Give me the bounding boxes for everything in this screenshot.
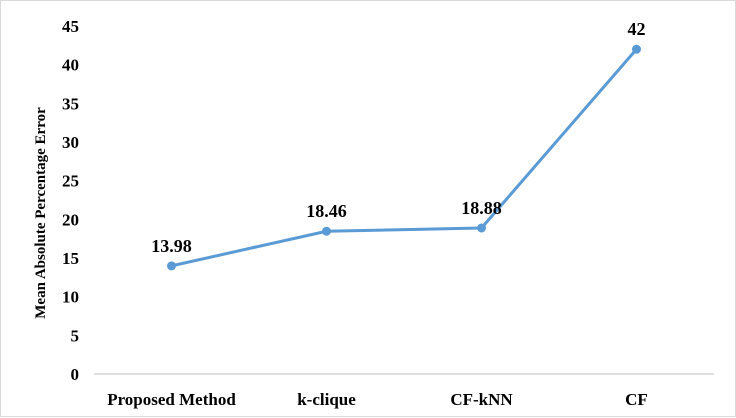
data-labels: 13.98 18.46 18.88 42 (151, 19, 645, 256)
y-tick-label: 5 (71, 326, 80, 345)
data-label: 18.88 (461, 198, 502, 218)
x-category-label: Proposed Method (107, 390, 236, 409)
data-points (167, 44, 641, 271)
x-category-label: k-clique (297, 390, 356, 409)
y-tick-label: 40 (62, 56, 79, 75)
data-label: 13.98 (151, 236, 192, 256)
x-category-label: CF (625, 390, 648, 409)
y-tick-label: 45 (62, 17, 79, 36)
y-tick-label: 15 (62, 249, 79, 268)
y-tick-label: 25 (62, 172, 79, 191)
x-axis-categories: Proposed Method k-clique CF-kNN CF (107, 390, 648, 409)
y-tick-label: 10 (62, 288, 79, 307)
y-axis-title: Mean Absolute Percentage Error (33, 107, 49, 319)
y-tick-label: 20 (62, 210, 79, 229)
data-label: 42 (628, 19, 646, 39)
data-point (632, 44, 641, 54)
y-tick-label: 30 (62, 133, 79, 152)
x-category-label: CF-kNN (450, 390, 513, 409)
data-point (322, 226, 331, 236)
data-label: 18.46 (306, 201, 347, 221)
y-tick-label: 35 (62, 94, 79, 113)
data-point (477, 223, 486, 233)
series-line (171, 48, 638, 268)
y-tick-label: 0 (71, 365, 80, 384)
data-point (167, 261, 176, 271)
y-axis-ticks: 0 5 10 15 20 25 30 35 40 45 (62, 17, 79, 384)
